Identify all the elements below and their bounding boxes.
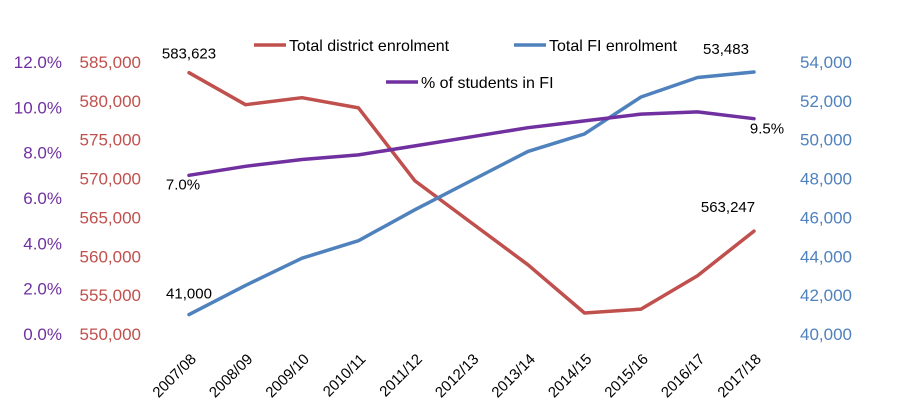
right-axis-tick-label: 44,000 bbox=[800, 247, 852, 266]
right-axis: 40,000 42,000 44,000 46,000 48,000 50,000 52,0… bbox=[800, 53, 852, 344]
x-tick-label: 2009/10 bbox=[262, 351, 312, 401]
x-tick-label: 2008/09 bbox=[206, 351, 256, 401]
right-axis-tick-label: 54,000 bbox=[800, 53, 852, 72]
right-axis-tick-label: 52,000 bbox=[800, 92, 852, 111]
x-tick-label: 2011/12 bbox=[376, 351, 426, 401]
legend: Total district enrolment Total FI enrolm… bbox=[254, 38, 678, 92]
left-inner-axis-tick-label: 555,000 bbox=[80, 286, 141, 305]
right-axis-tick-label: 50,000 bbox=[800, 131, 852, 150]
legend-item-total-fi-enrolment: Total FI enrolment bbox=[514, 38, 678, 55]
left-inner-axis-tick-label: 580,000 bbox=[80, 92, 141, 111]
x-tick-label: 2012/13 bbox=[432, 351, 482, 401]
left-outer-axis-tick-label: 0.0% bbox=[23, 325, 62, 344]
series-line bbox=[187, 70, 756, 317]
left-outer-axis-tick-label: 2.0% bbox=[23, 280, 62, 299]
x-tick-label: 2010/11 bbox=[320, 351, 370, 401]
left-inner-axis-tick-label: 565,000 bbox=[80, 208, 141, 227]
right-axis-tick-label: 48,000 bbox=[800, 170, 852, 189]
data-label: 41,000 bbox=[166, 286, 212, 303]
left-inner-axis-tick-label: 575,000 bbox=[80, 131, 141, 150]
legend-label: Total district enrolment bbox=[289, 38, 450, 55]
left-outer-axis-tick-label: 10.0% bbox=[14, 98, 62, 117]
data-label: 563,247 bbox=[701, 199, 755, 216]
x-tick-label: 2017/18 bbox=[714, 351, 764, 401]
x-axis: 2007/08 2008/09 2009/10 2010/11 2011/12 2012/… bbox=[149, 351, 764, 401]
left-inner-axis: 550,000 555,000 560,000 565,000 570,000 575,0… bbox=[80, 53, 141, 344]
left-outer-axis-tick-label: 12.0% bbox=[14, 53, 62, 72]
right-axis-tick-label: 40,000 bbox=[800, 325, 852, 344]
left-outer-axis: 0.0% 2.0% 4.0% 6.0% 8.0% 10.0% 12.0% bbox=[14, 53, 62, 344]
x-tick-label: 2014/15 bbox=[545, 351, 595, 401]
data-labels: 583,623 563,247 41,000 53,483 7.0% 9.5% bbox=[162, 41, 784, 303]
left-inner-axis-tick-label: 570,000 bbox=[80, 170, 141, 189]
left-outer-axis-tick-label: 6.0% bbox=[23, 189, 62, 208]
legend-label: % of students in FI bbox=[421, 75, 554, 92]
x-tick-label: 2015/16 bbox=[601, 351, 651, 401]
right-axis-tick-label: 46,000 bbox=[800, 208, 852, 227]
left-inner-axis-tick-label: 585,000 bbox=[80, 53, 141, 72]
left-outer-axis-tick-label: 8.0% bbox=[23, 144, 62, 163]
x-tick-label: 2013/14 bbox=[488, 351, 538, 401]
left-inner-axis-tick-label: 560,000 bbox=[80, 247, 141, 266]
data-label: 583,623 bbox=[162, 46, 216, 63]
right-axis-tick-label: 42,000 bbox=[800, 286, 852, 305]
x-tick-label: 2016/17 bbox=[658, 351, 708, 401]
legend-item-percent-students-in-fi: % of students in FI bbox=[386, 75, 554, 92]
data-label: 53,483 bbox=[703, 41, 749, 58]
data-label: 9.5% bbox=[750, 121, 784, 138]
left-outer-axis-tick-label: 4.0% bbox=[23, 234, 62, 253]
x-tick-label: 2007/08 bbox=[149, 351, 199, 401]
left-inner-axis-tick-label: 550,000 bbox=[80, 325, 141, 344]
data-label: 7.0% bbox=[166, 176, 200, 193]
series-lines bbox=[187, 70, 756, 317]
legend-label: Total FI enrolment bbox=[549, 38, 678, 55]
series-line bbox=[187, 70, 756, 315]
series-line bbox=[187, 110, 756, 178]
legend-item-total-district-enrolment: Total district enrolment bbox=[254, 38, 450, 55]
